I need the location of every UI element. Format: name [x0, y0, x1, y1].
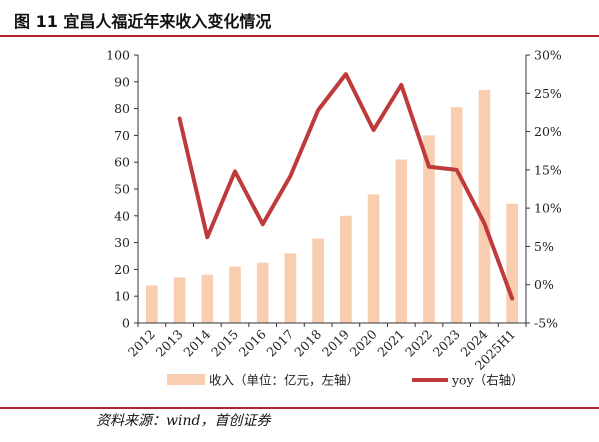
- bar-2025H1: [506, 203, 518, 323]
- left-tick-label: 80: [114, 101, 130, 116]
- left-tick-label: 40: [114, 208, 130, 223]
- title-rule: [0, 35, 599, 37]
- bar-2021: [395, 159, 408, 323]
- legend-swatch-revenue: [167, 374, 205, 385]
- right-tick-label: 15%: [534, 162, 562, 177]
- bar-2023: [450, 107, 463, 323]
- x-tick-label: 2023: [430, 326, 463, 359]
- x-tick-label: 2016: [236, 326, 269, 359]
- right-tick-label: 10%: [534, 201, 562, 216]
- left-tick-label: 30: [114, 235, 130, 250]
- bar-2016: [256, 262, 269, 323]
- left-tick-label: 10: [114, 289, 130, 304]
- right-tick-label: 20%: [534, 124, 562, 139]
- right-tick-label: 25%: [534, 86, 562, 101]
- x-tick-label: 2012: [125, 327, 158, 360]
- left-tick-label: 20: [114, 262, 130, 277]
- source-rule: [0, 407, 599, 409]
- left-tick-label: 70: [114, 128, 130, 143]
- bar-2018: [312, 238, 324, 323]
- source-note: 资料来源：wind，首创证券: [96, 413, 271, 429]
- yoy-line: [177, 72, 515, 301]
- bar-2012: [146, 285, 158, 323]
- x-tick-label: 2020: [347, 326, 380, 359]
- x-tick-label: 2017: [263, 326, 296, 359]
- right-tick-label: 30%: [534, 48, 562, 63]
- right-tick-label: -5%: [534, 316, 558, 331]
- bar-2020: [367, 194, 380, 323]
- bar-2022: [423, 135, 435, 323]
- bar-2017: [284, 253, 297, 323]
- x-tick-label: 2021: [374, 327, 407, 360]
- x-tick-label: 2018: [291, 326, 324, 359]
- bar-2014: [201, 274, 214, 323]
- bar-2013: [173, 277, 186, 323]
- x-tick-label: 2019: [319, 326, 352, 359]
- right-tick-label: 5%: [534, 239, 554, 254]
- legend-label-revenue: 收入（单位：亿元，左轴）: [209, 373, 359, 388]
- bar-2019: [340, 215, 352, 323]
- legend-label-yoy: yoy（右轴）: [451, 373, 524, 388]
- right-tick-label: 0%: [534, 277, 554, 292]
- left-tick-label: 50: [114, 182, 130, 197]
- x-tick-label: 2015: [208, 327, 241, 360]
- left-tick-label: 90: [114, 74, 130, 89]
- x-tick-label: 2014: [180, 326, 213, 359]
- chart-title: 图 11 宜昌人福近年来收入变化情况: [14, 12, 272, 31]
- left-tick-label: 60: [114, 155, 130, 170]
- left-tick-label: 100: [106, 48, 130, 63]
- bar-2015: [229, 266, 241, 323]
- x-tick-label: 2022: [402, 327, 435, 360]
- x-tick-label: 2013: [153, 326, 186, 359]
- left-tick-label: 0: [122, 316, 130, 331]
- bar-2024: [478, 89, 491, 323]
